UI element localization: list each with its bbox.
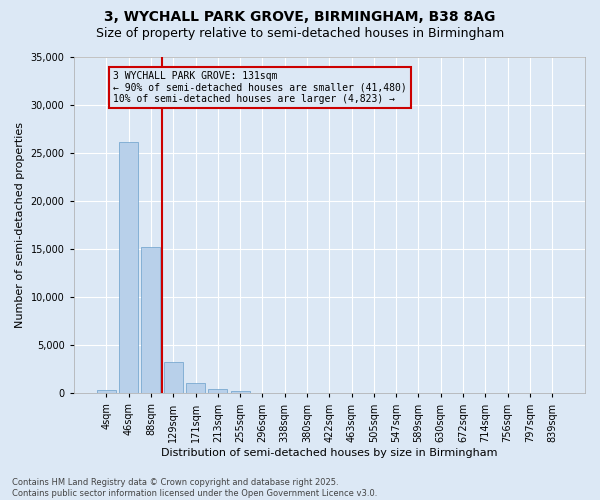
Bar <box>208 388 227 394</box>
Bar <box>230 392 250 394</box>
Text: Contains HM Land Registry data © Crown copyright and database right 2025.
Contai: Contains HM Land Registry data © Crown c… <box>12 478 377 498</box>
Bar <box>97 390 116 394</box>
Bar <box>142 247 160 394</box>
Text: 3 WYCHALL PARK GROVE: 131sqm
← 90% of semi-detached houses are smaller (41,480)
: 3 WYCHALL PARK GROVE: 131sqm ← 90% of se… <box>113 71 407 104</box>
Bar <box>186 383 205 394</box>
Text: Size of property relative to semi-detached houses in Birmingham: Size of property relative to semi-detach… <box>96 28 504 40</box>
X-axis label: Distribution of semi-detached houses by size in Birmingham: Distribution of semi-detached houses by … <box>161 448 497 458</box>
Bar <box>164 362 182 394</box>
Bar <box>119 142 138 394</box>
Text: 3, WYCHALL PARK GROVE, BIRMINGHAM, B38 8AG: 3, WYCHALL PARK GROVE, BIRMINGHAM, B38 8… <box>104 10 496 24</box>
Y-axis label: Number of semi-detached properties: Number of semi-detached properties <box>15 122 25 328</box>
